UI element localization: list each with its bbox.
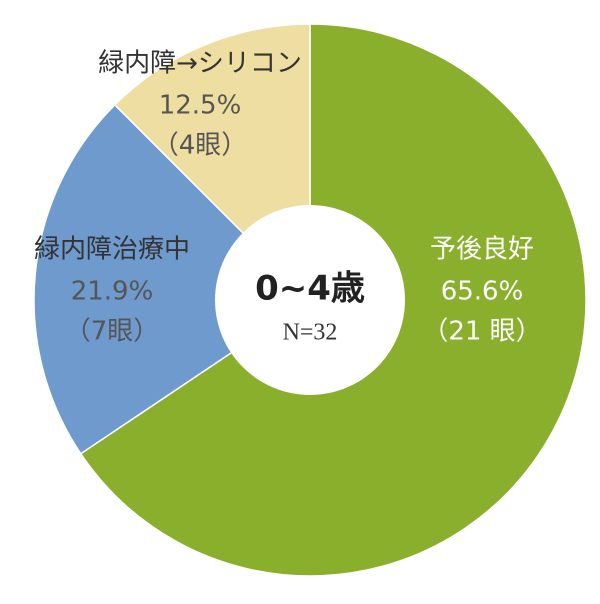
count-label: （7眼） — [65, 317, 160, 347]
slice — [33, 103, 312, 455]
category-label: 予後良好 — [430, 235, 534, 265]
center-subtitle: N=32 — [283, 320, 338, 346]
category-label: 緑内障→シリコン — [98, 49, 302, 79]
labels: 予後良好 65.6% （21 眼） 緑内障治療中 21.9% （7眼） 緑内障→シリコン 12… — [34, 49, 542, 347]
count-label: （4眼） — [153, 131, 248, 161]
count-label: （21 眼） — [422, 317, 541, 347]
category-label: 緑内障治療中 — [34, 235, 190, 265]
value-label: 21.9% — [71, 277, 154, 307]
donut-hole — [215, 205, 405, 395]
center-title: 0~4歳 — [255, 269, 365, 309]
value-label: 12.5% — [159, 91, 242, 121]
value-label: 65.6% — [441, 277, 524, 307]
